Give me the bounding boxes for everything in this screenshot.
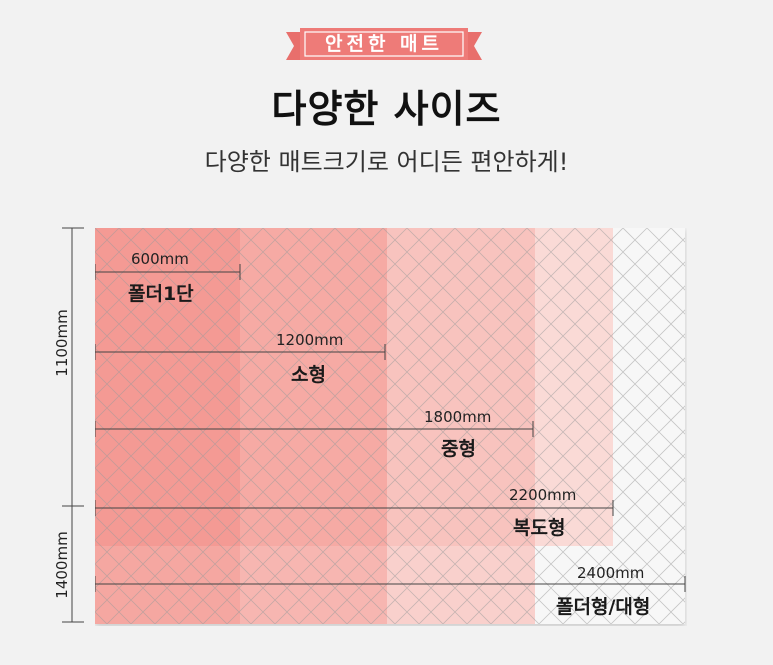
title-badge: 안전한 매트	[286, 26, 482, 62]
mat-size-diagram	[95, 228, 686, 624]
width-label-1800: 1800mm	[424, 408, 492, 426]
width-label-2400: 2400mm	[577, 564, 645, 582]
page-subtitle: 다양한 매트크기로 어디든 편안하게!	[204, 148, 569, 176]
size-name-folder-1: 폴더1단	[128, 283, 194, 305]
height-label-1400: 1400mm	[53, 531, 71, 599]
badge-text: 안전한 매트	[324, 33, 443, 55]
height-label-1100: 1100mm	[53, 309, 71, 377]
height-dimension-lines	[62, 227, 84, 623]
size-name-medium: 중형	[441, 438, 476, 460]
width-label-2200: 2200mm	[509, 486, 577, 504]
width-label-600: 600mm	[131, 250, 189, 268]
page-title: 다양한 사이즈	[271, 87, 502, 131]
size-name-small: 소형	[291, 364, 326, 386]
width-label-1200: 1200mm	[276, 331, 344, 349]
size-name-folder-large: 폴더형/대형	[556, 596, 651, 618]
size-name-hallway: 복도형	[513, 517, 566, 539]
